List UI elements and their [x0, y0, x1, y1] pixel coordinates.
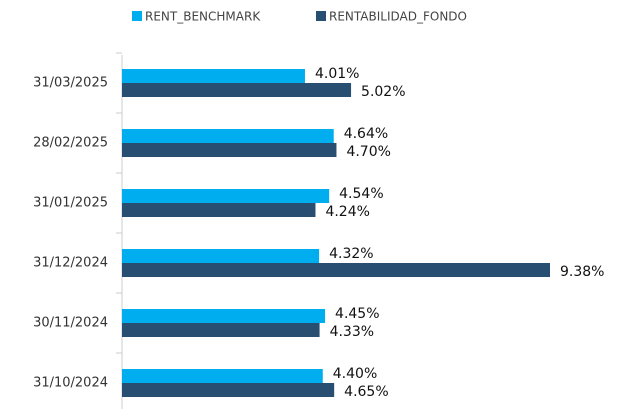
- bar: [122, 69, 305, 83]
- bar: [122, 249, 320, 263]
- bar: [122, 369, 323, 383]
- value-label: 4.64%: [344, 126, 388, 142]
- bar: [122, 263, 550, 277]
- bar: [122, 129, 334, 143]
- value-label: 4.40%: [333, 366, 377, 382]
- category-label: 31/01/2025: [33, 196, 108, 211]
- category-label: 30/11/2024: [33, 316, 108, 331]
- value-label: 4.54%: [339, 186, 383, 202]
- bar: [122, 203, 316, 217]
- bar: [122, 383, 335, 397]
- value-label: 4.45%: [335, 306, 379, 322]
- bar: [122, 143, 337, 157]
- bar: [122, 323, 320, 337]
- category-label: 31/03/2025: [33, 76, 108, 91]
- value-label: 4.33%: [330, 324, 374, 340]
- value-label: 4.32%: [329, 246, 373, 262]
- category-label: 31/12/2024: [33, 256, 108, 271]
- category-label: 28/02/2025: [33, 136, 108, 151]
- legend-swatch: [316, 11, 326, 21]
- value-label: 9.38%: [560, 264, 604, 280]
- bar: [122, 309, 326, 323]
- value-label: 4.65%: [344, 384, 388, 400]
- bar: [122, 189, 330, 203]
- legend-label: RENT_BENCHMARK: [145, 10, 261, 24]
- legend-label: RENTABILIDAD_FONDO: [329, 10, 467, 24]
- value-label: 5.02%: [361, 84, 405, 100]
- bar: [122, 83, 352, 97]
- legend-swatch: [132, 11, 142, 21]
- value-label: 4.01%: [315, 66, 359, 82]
- value-label: 4.24%: [325, 204, 369, 220]
- value-label: 4.70%: [346, 144, 390, 160]
- category-label: 31/10/2024: [33, 376, 108, 391]
